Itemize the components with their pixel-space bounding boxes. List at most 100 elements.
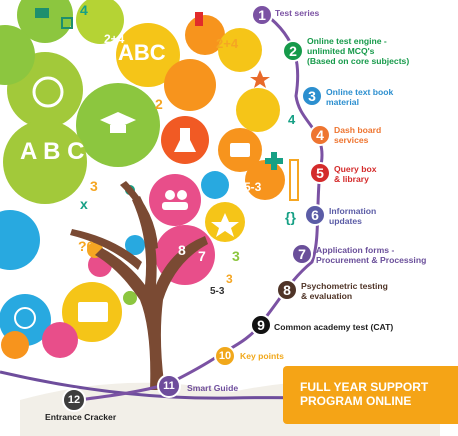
tree-glyph: ?6	[78, 238, 95, 254]
step-number: 8	[283, 282, 291, 298]
tree-glyph: 7	[198, 248, 206, 264]
step-3-label: Online text book material	[326, 87, 393, 107]
step-label-line: Smart Guide	[187, 383, 239, 393]
step-11-label: Smart Guide	[187, 383, 238, 393]
tree-glyph: ABC	[118, 40, 166, 65]
bubble	[236, 88, 280, 132]
bookmark-icon	[195, 12, 203, 26]
bubble	[17, 0, 73, 43]
step-4-label: Dash board services	[334, 125, 381, 145]
step-5-marker: 5	[309, 162, 331, 184]
open-book-icon	[78, 302, 108, 322]
step-7-marker: 7	[291, 243, 313, 265]
step-label-line: & library	[334, 174, 369, 184]
step-number: 1	[258, 7, 266, 23]
tree-glyph: 4	[288, 112, 296, 127]
step-label-line: Query box	[334, 164, 377, 174]
step-number: 6	[311, 207, 319, 223]
step-label-line: updates	[329, 216, 362, 226]
step-3-marker: 3	[301, 85, 323, 107]
ruler-icon	[289, 159, 299, 201]
bubble	[218, 28, 262, 72]
step-label-line: Online text book	[326, 87, 394, 97]
step-5-label: Query box & library	[334, 164, 377, 184]
bubble	[3, 120, 87, 204]
step-number: 4	[316, 127, 324, 143]
step-label-line: Online test engine -	[307, 36, 387, 46]
step-label-line: & evaluation	[301, 291, 353, 301]
tree-glyph: x	[80, 196, 88, 212]
step-number: 9	[257, 317, 265, 333]
bubble	[149, 174, 201, 226]
tree-glyph: 5-3	[210, 286, 225, 297]
step-12-label: Entrance Cracker	[45, 412, 116, 422]
step-9-label: Common academy test (CAT)	[274, 322, 393, 332]
step-8-marker: 8	[276, 279, 298, 301]
graduation-cap-base	[110, 125, 126, 133]
bubble	[164, 59, 216, 111]
tree-glyph: 5-3	[244, 180, 262, 194]
step-label-line: Application forms -	[316, 245, 395, 255]
bubble	[201, 171, 229, 199]
step-number: 5	[316, 165, 324, 181]
bubble-icons	[14, 76, 250, 329]
book-icon	[230, 143, 250, 157]
step-2-marker: 2	[282, 40, 304, 62]
tree-glyph: 2	[155, 96, 163, 112]
step-label-line: services	[334, 135, 369, 145]
bubble	[116, 23, 180, 87]
tree-glyph: 3	[90, 178, 98, 194]
tree-glyph: A B C	[20, 138, 85, 165]
cap-icon	[35, 8, 49, 18]
step-label-line: Key points	[240, 351, 284, 361]
step-12-marker: 12	[62, 388, 86, 412]
step-10-label: Key points	[240, 351, 284, 361]
people-icon	[165, 190, 175, 200]
step-label-line: Psychometric testing	[301, 281, 388, 291]
step-7-label: Application forms - Procurement & Process…	[316, 245, 426, 265]
smiley-icon	[32, 76, 64, 108]
step-9-marker: 9	[250, 314, 272, 336]
banner-line-2: PROGRAM ONLINE	[300, 394, 412, 408]
step-6-marker: 6	[304, 204, 326, 226]
star-icon	[211, 213, 239, 237]
step-number: 11	[163, 380, 175, 392]
bubble	[76, 0, 124, 44]
step-label-line: unlimited MCQ's	[307, 46, 375, 56]
tree-trunk	[70, 181, 208, 390]
step-10-marker: 10	[214, 345, 236, 367]
step-label-line: Information	[329, 206, 377, 216]
step-1-label: Test series	[275, 8, 319, 18]
plus-icon	[265, 152, 283, 170]
step-number: 12	[67, 394, 81, 406]
step-label-line: Dash board	[334, 125, 382, 135]
tree-glyph: 3	[226, 272, 233, 286]
step-8-label: Psychometric testing & evaluation	[301, 281, 388, 301]
step-label-line: (Based on core subjects)	[307, 56, 410, 66]
flask-icon	[174, 128, 196, 152]
tree-glyph: 4	[80, 2, 88, 18]
step-1-marker: 1	[251, 4, 273, 26]
bubble-cluster	[0, 0, 285, 359]
step-11-marker: 11	[157, 374, 181, 398]
tree-glyph: 8	[178, 242, 186, 258]
step-label-line: Procurement & Processing	[316, 255, 427, 265]
bubble	[0, 25, 35, 85]
support-banner: FULL YEAR SUPPORT PROGRAM ONLINE	[283, 366, 458, 424]
tree-glyph: 2+4	[216, 36, 239, 51]
step-label-line: Common academy test (CAT)	[274, 322, 394, 332]
step-label-line: Test series	[275, 8, 320, 18]
checkbox-icon	[61, 17, 73, 29]
step-4-marker: 4	[309, 124, 331, 146]
bubble	[42, 322, 78, 358]
step-label-line: Entrance Cracker	[45, 412, 117, 422]
step-6-label: Information updates	[329, 206, 376, 226]
people-icon	[162, 202, 188, 210]
step-2-label: Online test engine - unlimited MCQ's (Base…	[307, 36, 409, 66]
bubble	[125, 235, 145, 255]
globe-icon	[14, 307, 36, 329]
step-label-line: material	[326, 97, 359, 107]
star-icon	[250, 70, 270, 88]
